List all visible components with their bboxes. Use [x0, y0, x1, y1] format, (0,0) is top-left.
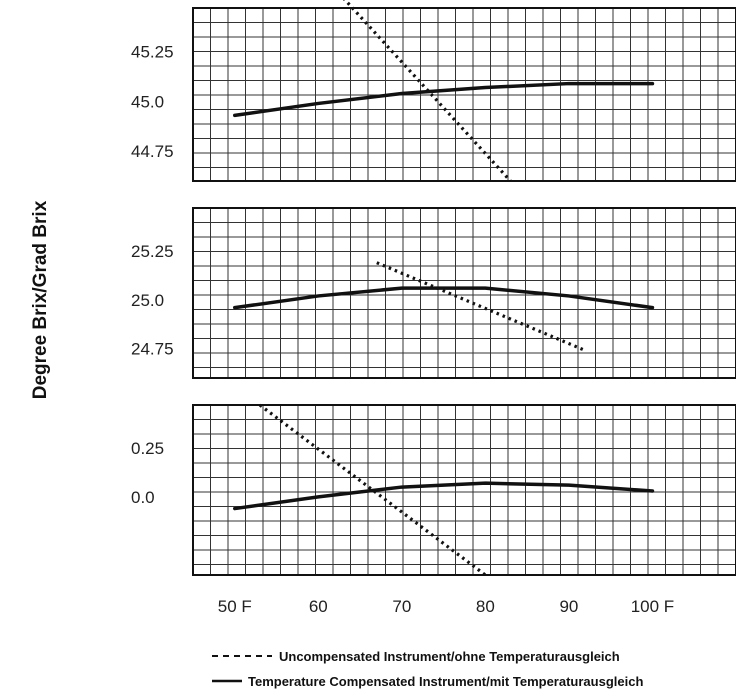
- compensated-series-line: [233, 286, 655, 310]
- x-tick-label: 100 F: [631, 597, 674, 616]
- panel-frame: [192, 404, 736, 576]
- y-axis-title: Degree Brix/Grad Brix: [30, 200, 51, 399]
- legend-entry-label: Temperature Compensated Instrument/mit T…: [248, 674, 643, 689]
- x-tick-label: 90: [559, 597, 578, 616]
- panel-frame: [192, 7, 736, 182]
- panel-frame: [192, 207, 736, 379]
- y-tick-label: 25.25: [131, 242, 174, 261]
- uncompensated-series-line: [258, 403, 487, 577]
- y-tick-label: 44.75: [131, 142, 174, 161]
- y-tick-label: 45.25: [131, 43, 174, 62]
- y-tick-label: 0.25: [131, 439, 164, 458]
- uncompensated-series-line: [376, 261, 587, 353]
- compensated-series-line: [233, 481, 655, 511]
- y-tick-label: 45.0: [131, 92, 164, 111]
- x-tick-label: 50 F: [218, 597, 252, 616]
- compensated-series-line: [233, 81, 655, 118]
- x-tick-label: 80: [476, 597, 495, 616]
- y-tick-label: 25.0: [131, 291, 164, 310]
- legend-entry-label: Uncompensated Instrument/ohne Temperatur…: [279, 649, 620, 664]
- uncompensated-series-line: [342, 0, 512, 183]
- x-tick-label: 70: [392, 597, 411, 616]
- y-tick-label: 24.75: [131, 340, 174, 359]
- x-tick-label: 60: [309, 597, 328, 616]
- y-tick-label: 0.0: [131, 488, 155, 507]
